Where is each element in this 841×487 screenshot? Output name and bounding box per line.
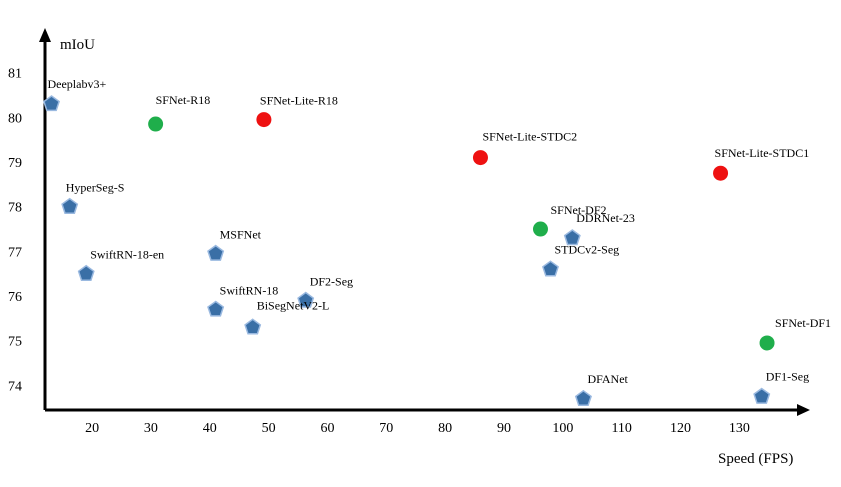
y-tick-labels: 74 75 76 77 78 79 80 81 [8, 67, 22, 395]
x-tick-90: 90 [497, 421, 511, 436]
point-swiftrn-18-en [77, 264, 95, 281]
x-tick-70: 70 [379, 421, 393, 436]
y-axis-arrow [39, 28, 51, 42]
point-stdcv2-seg [542, 260, 559, 277]
label-sfnet-lite-stdc2: SFNet-Lite-STDC2 [482, 130, 577, 144]
label-sfnet-df2: SFNet-DF2 [550, 203, 606, 217]
y-tick-77: 77 [8, 245, 22, 260]
x-axis-title: Speed (FPS) [718, 451, 793, 467]
point-sfnet-lite-stdc1 [713, 165, 729, 181]
point-sfnet-df1 [759, 335, 775, 351]
label-msfnet: MSFNet [220, 228, 262, 242]
y-tick-76: 76 [8, 290, 22, 305]
point-bisegnetv2-l [244, 318, 262, 335]
point-hyperseg-s [61, 197, 79, 214]
x-tick-80: 80 [438, 421, 452, 436]
x-tick-30: 30 [144, 421, 158, 436]
y-tick-75: 75 [8, 335, 22, 350]
x-tick-100: 100 [552, 421, 573, 436]
label-sfnet-df1: SFNet-DF1 [775, 316, 831, 330]
label-sfnet-lite-stdc1: SFNet-Lite-STDC1 [715, 146, 810, 160]
label-stdcv2-seg: STDCv2-Seg [554, 242, 619, 256]
point-ddrnet-23 [563, 229, 581, 246]
label-df1-seg: DF1-Seg [766, 370, 809, 384]
x-tick-130: 130 [729, 421, 750, 436]
label-deeplabv3: Deeplabv3+ [47, 77, 106, 91]
label-dfanet: DFANet [587, 372, 628, 386]
point-sfnet-r18 [148, 116, 164, 132]
label-swiftrn-18-en: SwiftRN-18-en [90, 248, 164, 262]
y-tick-80: 80 [8, 111, 22, 126]
y-axis-title: mIoU [60, 37, 95, 53]
label-df2-seg: DF2-Seg [310, 275, 353, 289]
x-tick-110: 110 [611, 421, 631, 436]
point-msfnet [207, 244, 225, 261]
x-tick-40: 40 [203, 421, 217, 436]
point-df2-seg [297, 291, 315, 308]
x-tick-20: 20 [85, 421, 99, 436]
data-points [43, 95, 775, 407]
label-ddrnet-23: DDRNet-23 [576, 211, 635, 225]
x-axis-arrow [797, 404, 810, 416]
point-sfnet-df2 [532, 221, 548, 237]
x-tick-labels: 20 30 40 50 60 70 80 90 100 110 120 130 [85, 421, 750, 436]
point-df1-seg [753, 387, 771, 404]
data-point-labels: Deeplabv3+ HyperSeg-S SwiftRN-18-en MSFNet S… [47, 77, 831, 386]
label-sfnet-r18: SFNet-R18 [156, 93, 211, 107]
label-sfnet-lite-r18: SFNet-Lite-R18 [260, 94, 338, 108]
label-hyperseg-s: HyperSeg-S [66, 181, 125, 195]
x-tick-120: 120 [670, 421, 691, 436]
x-tick-60: 60 [320, 421, 334, 436]
y-tick-78: 78 [8, 201, 22, 216]
x-tick-50: 50 [262, 421, 276, 436]
axes [39, 28, 810, 416]
point-deeplabv3 [43, 95, 60, 112]
point-sfnet-lite-r18 [256, 112, 272, 128]
point-swiftrn-18 [207, 300, 225, 317]
label-bisegnetv2-l: BiSegNetV2-L [257, 298, 330, 312]
point-sfnet-lite-stdc2 [472, 150, 488, 166]
y-tick-74: 74 [8, 379, 22, 394]
y-tick-79: 79 [8, 156, 22, 171]
y-tick-81: 81 [8, 67, 22, 82]
point-dfanet [574, 389, 592, 407]
label-swiftrn-18: SwiftRN-18 [220, 283, 279, 297]
